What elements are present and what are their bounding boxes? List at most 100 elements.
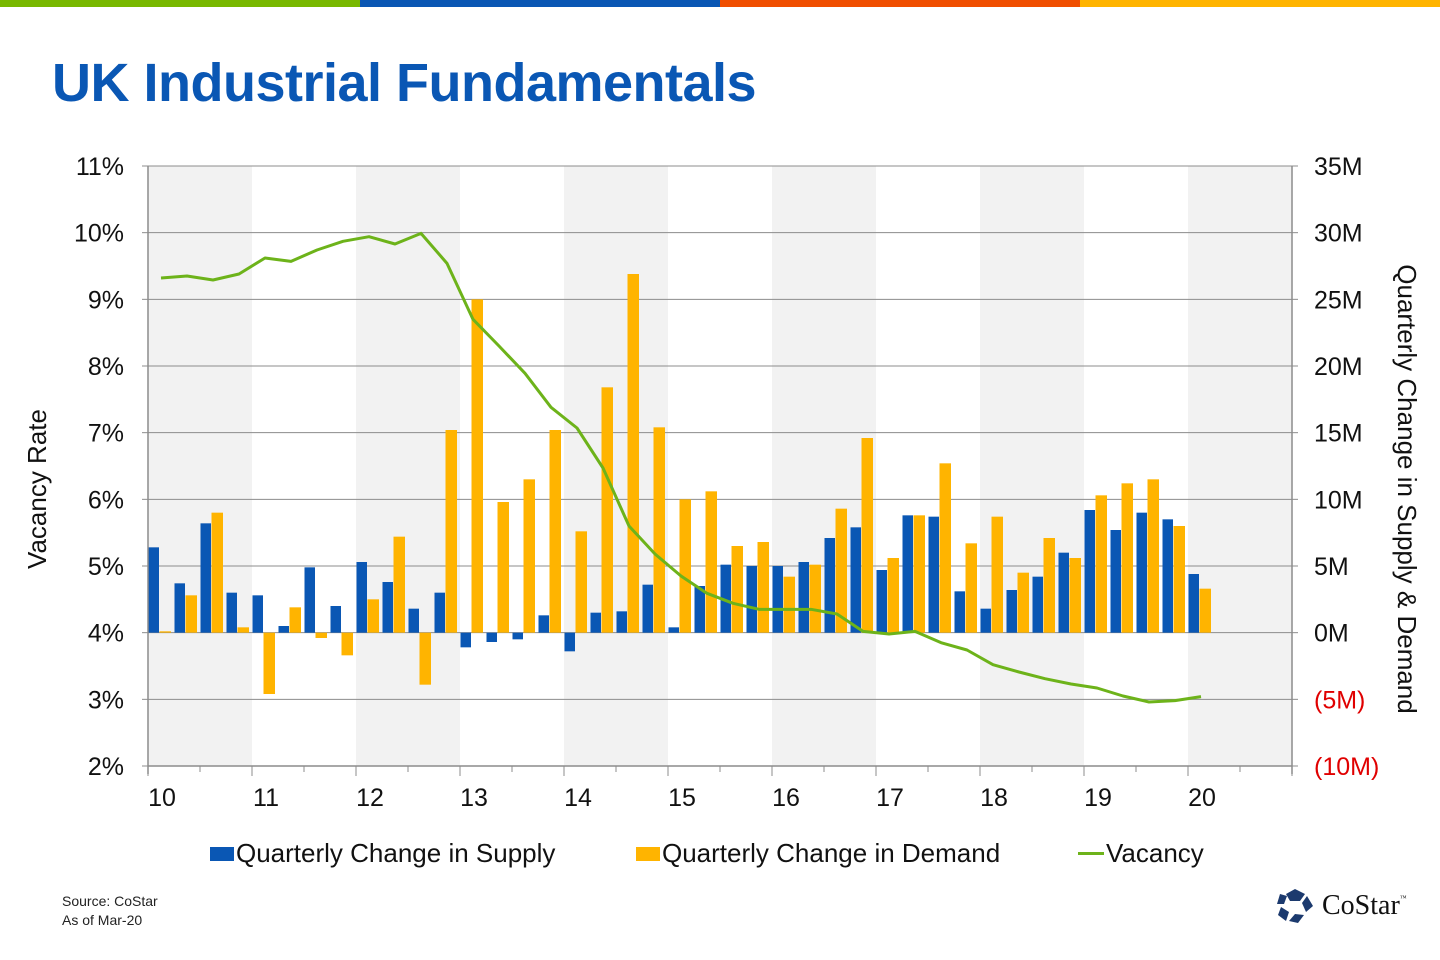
supply-bar — [538, 615, 549, 633]
demand-bar — [783, 576, 795, 633]
legend-item-supply: Quarterly Change in Supply — [210, 838, 555, 869]
supply-bar — [1032, 576, 1043, 633]
demand-bar — [1069, 558, 1081, 633]
supply-bar — [590, 612, 601, 633]
supply-bar — [850, 527, 861, 633]
y-tick-label-right: 20M — [1314, 353, 1363, 381]
demand-bar — [887, 558, 899, 633]
demand-bar — [237, 627, 249, 633]
y-tick-label-left: 3% — [88, 686, 124, 714]
demand-bar — [1095, 495, 1107, 633]
supply-bar — [1162, 519, 1173, 633]
demand-bar — [705, 491, 717, 633]
legend-label-demand: Quarterly Change in Demand — [662, 838, 1001, 868]
demand-bar — [1147, 479, 1159, 633]
vacancy-line-swatch-icon — [1078, 852, 1104, 855]
x-tick-label: 11 — [253, 784, 279, 812]
y-tick-label-left: 8% — [88, 353, 124, 381]
supply-bar — [200, 523, 211, 633]
supply-bar — [1110, 530, 1121, 633]
supply-bar — [1188, 574, 1199, 633]
supply-bar — [616, 611, 627, 633]
x-tick-label: 12 — [356, 784, 384, 812]
supply-swatch-icon — [210, 846, 234, 861]
bars — [148, 274, 1211, 694]
y-tick-label-right: 15M — [1314, 420, 1363, 448]
demand-bar — [471, 299, 483, 633]
demand-bar — [263, 632, 275, 694]
supply-bar — [486, 632, 497, 642]
supply-bar — [954, 591, 965, 633]
supply-bar — [1084, 510, 1095, 633]
y-tick-label-left: 2% — [88, 753, 124, 781]
demand-bar — [627, 274, 639, 633]
demand-bar — [575, 531, 587, 633]
demand-bar — [679, 499, 691, 633]
year-band — [772, 166, 876, 766]
supply-bar — [304, 567, 315, 633]
footer: Source: CoStar As of Mar-20 — [62, 892, 158, 930]
y-tick-label-right: 10M — [1314, 486, 1363, 514]
demand-bar — [497, 502, 509, 633]
supply-bar — [824, 538, 835, 633]
x-tick-label: 16 — [772, 784, 800, 812]
supply-bar — [1058, 552, 1069, 633]
top-bar-yellow — [1080, 0, 1440, 7]
axes — [142, 165, 1298, 776]
year-band — [1188, 166, 1292, 766]
legend: Quarterly Change in Supply Quarterly Cha… — [0, 838, 1440, 872]
supply-bar — [980, 608, 991, 633]
year-band — [564, 166, 668, 766]
demand-bar — [1121, 483, 1133, 633]
supply-bar — [434, 592, 445, 633]
supply-bar — [226, 592, 237, 633]
y-tick-label-left: 11% — [76, 153, 124, 181]
supply-bar — [564, 632, 575, 652]
demand-bar — [393, 536, 405, 633]
y-axis-left-label: Vacancy Rate — [22, 409, 52, 569]
supply-bar — [746, 566, 757, 633]
demand-bar — [1017, 572, 1029, 633]
as-of-note: As of Mar-20 — [62, 912, 143, 928]
demand-bar — [1199, 588, 1211, 633]
supply-bar — [278, 626, 289, 633]
page-title: UK Industrial Fundamentals — [52, 53, 757, 113]
demand-bar — [861, 438, 873, 633]
demand-bar — [991, 516, 1003, 633]
demand-bar — [289, 607, 301, 633]
supply-bar — [772, 566, 783, 633]
x-tick-label: 14 — [564, 784, 592, 812]
demand-bar — [757, 542, 769, 633]
x-tick-label: 19 — [1084, 784, 1112, 812]
supply-bar — [798, 562, 809, 633]
supply-bar — [382, 582, 393, 633]
top-bar-orange — [720, 0, 1080, 7]
tick-labels: 11% 10% 9% 8% 7% 6% 5% 4% 3% 2% 35M 30M 25M 20M 15M 10M… — [74, 153, 1379, 812]
legend-label-vacancy: Vacancy — [1106, 838, 1204, 868]
x-tick-label: 18 — [980, 784, 1008, 812]
x-tick-label: 17 — [876, 784, 904, 812]
demand-bar — [1173, 526, 1185, 633]
logo-tm: ™ — [1399, 894, 1407, 902]
y-tick-label-right: 5M — [1314, 553, 1349, 581]
y-tick-label-right: (5M) — [1314, 686, 1365, 714]
y-tick-label-right: 0M — [1314, 620, 1349, 648]
top-color-bar — [0, 0, 1440, 7]
demand-bar — [653, 427, 665, 633]
demand-bar — [549, 430, 561, 633]
legend-item-vacancy: Vacancy — [1078, 838, 1204, 869]
supply-bar — [512, 632, 523, 640]
supply-bar — [1136, 512, 1147, 633]
demand-bar — [939, 463, 951, 633]
gridlines — [148, 165, 1292, 767]
y-axis-right-label: Quarterly Change in Supply & Demand — [1392, 264, 1422, 713]
demand-bar — [1043, 538, 1055, 633]
supply-bar — [330, 606, 341, 633]
supply-bar — [174, 583, 185, 633]
supply-bar — [356, 562, 367, 633]
legend-item-demand: Quarterly Change in Demand — [636, 838, 1000, 869]
demand-bar — [601, 387, 613, 633]
demand-bar — [159, 631, 171, 633]
y-tick-label-right: 25M — [1314, 286, 1363, 314]
y-tick-label-left: 4% — [88, 620, 124, 648]
